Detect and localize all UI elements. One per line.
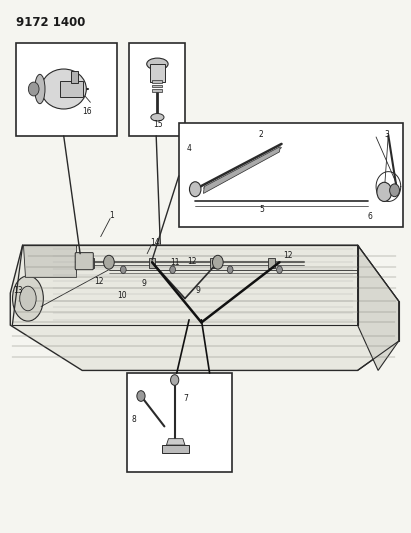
- Bar: [127, 373, 232, 472]
- Ellipse shape: [147, 58, 168, 70]
- Circle shape: [28, 82, 39, 96]
- Circle shape: [171, 375, 179, 385]
- Ellipse shape: [13, 276, 44, 321]
- FancyBboxPatch shape: [152, 85, 162, 87]
- Text: 4: 4: [187, 144, 192, 152]
- FancyBboxPatch shape: [71, 71, 78, 83]
- FancyBboxPatch shape: [268, 258, 275, 268]
- Ellipse shape: [35, 74, 45, 104]
- Ellipse shape: [151, 114, 164, 121]
- FancyBboxPatch shape: [150, 64, 165, 82]
- Text: 2: 2: [259, 130, 264, 139]
- Text: 9: 9: [195, 286, 200, 295]
- Circle shape: [227, 266, 233, 273]
- Text: 8: 8: [132, 415, 136, 424]
- Circle shape: [390, 184, 399, 197]
- FancyBboxPatch shape: [149, 258, 155, 268]
- FancyBboxPatch shape: [152, 89, 162, 92]
- Text: 5: 5: [259, 205, 264, 214]
- Polygon shape: [358, 245, 399, 370]
- Polygon shape: [23, 245, 76, 277]
- Text: 12: 12: [94, 277, 103, 286]
- Circle shape: [120, 266, 126, 273]
- Polygon shape: [166, 439, 185, 445]
- Text: 9: 9: [142, 279, 147, 288]
- Polygon shape: [203, 147, 280, 193]
- FancyBboxPatch shape: [75, 253, 93, 270]
- Text: 6: 6: [368, 213, 373, 221]
- Circle shape: [170, 266, 175, 273]
- FancyBboxPatch shape: [210, 258, 217, 268]
- Bar: [129, 43, 185, 136]
- Text: 16: 16: [82, 108, 92, 116]
- Text: 11: 11: [171, 258, 180, 266]
- Circle shape: [137, 391, 145, 401]
- FancyBboxPatch shape: [60, 81, 83, 97]
- Polygon shape: [10, 245, 399, 370]
- Text: 3: 3: [384, 130, 389, 139]
- Text: 1: 1: [109, 212, 114, 220]
- Text: 12: 12: [187, 257, 196, 265]
- Circle shape: [104, 255, 114, 269]
- Bar: [179, 123, 403, 227]
- Text: 13: 13: [13, 286, 23, 295]
- Text: 12: 12: [284, 252, 293, 260]
- Circle shape: [277, 266, 282, 273]
- FancyBboxPatch shape: [152, 80, 162, 83]
- Circle shape: [377, 182, 392, 201]
- Ellipse shape: [20, 286, 36, 311]
- Polygon shape: [162, 445, 189, 453]
- Circle shape: [212, 255, 223, 269]
- Text: 7: 7: [183, 394, 188, 402]
- FancyBboxPatch shape: [87, 258, 94, 268]
- Text: 14: 14: [150, 238, 159, 247]
- Text: 10: 10: [117, 292, 127, 300]
- Text: 9172 1400: 9172 1400: [16, 16, 86, 29]
- Bar: [16, 43, 117, 136]
- Circle shape: [189, 182, 201, 197]
- Text: 15: 15: [153, 120, 163, 128]
- Ellipse shape: [41, 69, 86, 109]
